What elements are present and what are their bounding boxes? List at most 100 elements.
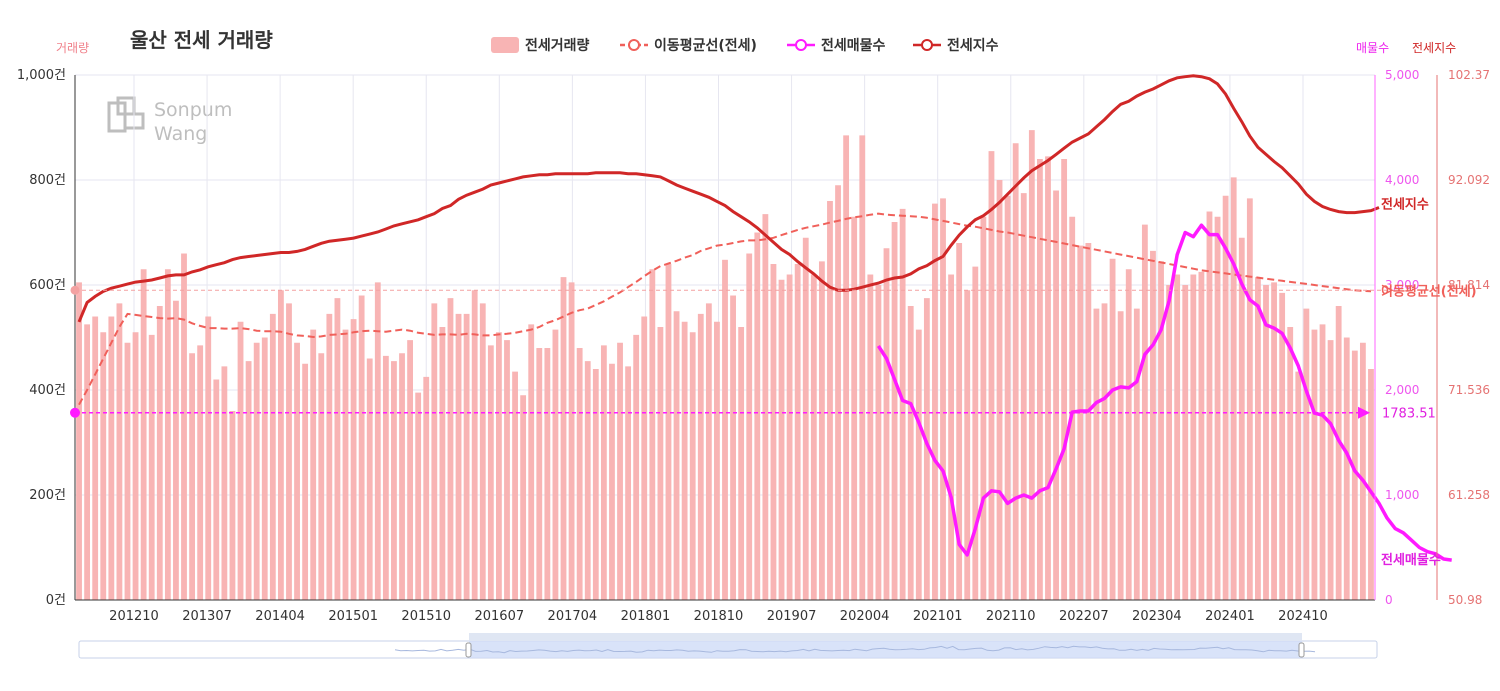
- bar-transaction: [592, 369, 599, 600]
- chart-title: 울산 전세 거래량: [130, 28, 273, 52]
- bar-transaction: [584, 361, 591, 600]
- bar-transaction: [148, 334, 155, 600]
- bar-transaction: [576, 348, 583, 600]
- bar-transaction: [705, 303, 712, 600]
- bar-transaction: [1263, 285, 1269, 600]
- x-tick-label: 202304: [1132, 609, 1182, 624]
- left-tick-label: 1,000건: [17, 68, 66, 83]
- markline-listings-value: 1783.51: [1382, 407, 1436, 422]
- bar-transaction: [940, 198, 946, 600]
- bar-transaction: [891, 222, 898, 600]
- x-tick-label: 202207: [1059, 609, 1109, 624]
- bar-transaction: [1214, 216, 1221, 600]
- bar-transaction: [1141, 224, 1148, 600]
- bar-transaction: [770, 264, 777, 600]
- bar-transaction: [1198, 271, 1205, 600]
- bar-transaction: [1069, 216, 1076, 600]
- datazoom-left-handle[interactable]: [465, 642, 472, 658]
- bar-transaction: [173, 300, 179, 600]
- bar-transaction: [1368, 369, 1374, 600]
- bar-transaction: [794, 264, 801, 600]
- right1-tick-label: 3,000: [1385, 278, 1419, 292]
- bar-transaction: [504, 340, 510, 600]
- bar-transaction: [1335, 306, 1342, 600]
- x-tick-label: 202401: [1205, 609, 1255, 624]
- bar-transaction: [536, 348, 543, 600]
- legend-label: 전세매물수: [821, 37, 886, 54]
- series-line-listings: [876, 223, 1452, 562]
- bar-transaction: [923, 298, 930, 600]
- bar-transaction: [956, 243, 963, 600]
- datazoom-right-handle[interactable]: [1298, 642, 1305, 658]
- bar-transaction: [1351, 350, 1358, 600]
- datazoom-window[interactable]: [469, 641, 1302, 658]
- legend-swatch-dot: [628, 39, 640, 51]
- left-tick-label: 200건: [29, 488, 66, 503]
- bar-transaction: [617, 342, 623, 600]
- bar-transaction: [1077, 245, 1084, 600]
- watermark-logo-icon: [107, 96, 145, 133]
- bar-transaction: [286, 303, 292, 600]
- bar-transaction: [988, 151, 995, 600]
- legend-label: 이동평균선(전세): [654, 37, 757, 54]
- bar-transaction: [382, 355, 389, 600]
- bar-transaction: [407, 340, 413, 600]
- bar-transaction: [245, 361, 252, 600]
- right1-tick-label: 0: [1385, 593, 1393, 607]
- bar-transaction: [835, 185, 841, 600]
- bar-transaction: [213, 379, 220, 600]
- bar-transaction: [221, 366, 228, 600]
- bar-transaction: [374, 282, 381, 600]
- legend-swatch: [491, 37, 519, 53]
- right1-tick-label: 4,000: [1385, 173, 1419, 187]
- bar-transaction: [762, 214, 769, 600]
- bar-transaction: [205, 316, 212, 600]
- x-tick-label: 202110: [986, 609, 1036, 624]
- markline-listings-dot: [70, 407, 80, 418]
- legend-label: 전세거래량: [525, 37, 590, 54]
- bar-transaction: [802, 237, 809, 600]
- bar-transaction: [310, 329, 317, 600]
- bar-transaction: [1279, 292, 1286, 600]
- bar-transaction: [1004, 195, 1011, 600]
- bar-transaction: [277, 290, 284, 600]
- bar-transaction: [350, 319, 357, 600]
- bar-transaction: [1206, 211, 1213, 600]
- right1-axis-title: 매물수: [1356, 41, 1389, 55]
- legend-label: 전세지수: [947, 37, 999, 54]
- bar-transaction: [463, 313, 470, 600]
- bar-transaction: [778, 279, 785, 600]
- bar-transaction: [108, 316, 115, 600]
- bar-transaction: [302, 363, 309, 600]
- watermark-line1: Sonpum: [154, 99, 232, 121]
- bar-transaction: [746, 253, 753, 600]
- bar-transaction: [358, 295, 365, 600]
- bar-transaction: [1028, 130, 1035, 600]
- datazoom-slider[interactable]: [78, 633, 1378, 659]
- bar-transaction: [883, 248, 890, 600]
- end-label-index: 전세지수: [1381, 197, 1429, 213]
- left-tick-label: 800건: [29, 173, 66, 188]
- datazoom-topbar[interactable]: [469, 633, 1302, 641]
- left-axis-title: 거래량: [56, 41, 89, 55]
- bar-transaction: [568, 282, 575, 600]
- bar-transaction: [1246, 198, 1253, 600]
- bar-transaction: [1174, 274, 1181, 600]
- bar-transaction: [810, 274, 817, 600]
- bar-transaction: [318, 353, 325, 600]
- bar-transaction: [1150, 250, 1156, 600]
- bar-transaction: [1182, 285, 1189, 600]
- bar-transaction: [366, 358, 373, 600]
- x-tick-label: 201501: [328, 609, 378, 624]
- bar-transaction: [818, 261, 825, 600]
- bar-transaction: [124, 342, 131, 600]
- bar-transaction: [76, 282, 82, 600]
- x-tick-label: 201307: [182, 609, 232, 624]
- x-tick-label: 202410: [1278, 609, 1328, 624]
- bar-transaction: [294, 342, 300, 600]
- axes: 201210 201307 201404 201501 201510 201607 2017…: [17, 68, 1490, 624]
- bar-transaction: [996, 180, 1003, 600]
- x-tick-label: 202004: [840, 609, 890, 624]
